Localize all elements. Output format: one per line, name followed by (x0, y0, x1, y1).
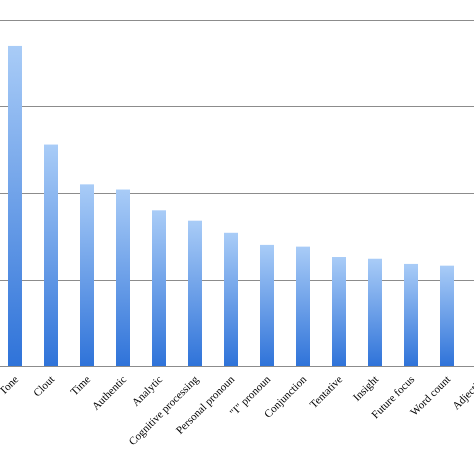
bar (8, 45, 22, 366)
bar (332, 257, 346, 366)
x-tick-label: Authentic (90, 374, 129, 413)
x-tick-label: Tentative (308, 374, 345, 411)
x-tick-label: Clout (31, 374, 57, 400)
bar (188, 220, 202, 366)
x-tick-label: Insight (351, 374, 381, 404)
bar (80, 184, 94, 366)
x-tick-label: Adjective (450, 374, 474, 413)
bar (224, 232, 238, 366)
x-tick-label: Analytic (130, 374, 165, 409)
bars (8, 45, 454, 366)
bar (296, 246, 310, 366)
x-tick-label: Time (68, 374, 93, 399)
x-tick-label: Tone (0, 374, 21, 398)
bar (44, 144, 58, 366)
bar (152, 210, 166, 366)
bar (368, 258, 382, 366)
bar (116, 189, 130, 366)
bar (260, 244, 274, 366)
bar (440, 265, 454, 366)
bar (404, 263, 418, 366)
